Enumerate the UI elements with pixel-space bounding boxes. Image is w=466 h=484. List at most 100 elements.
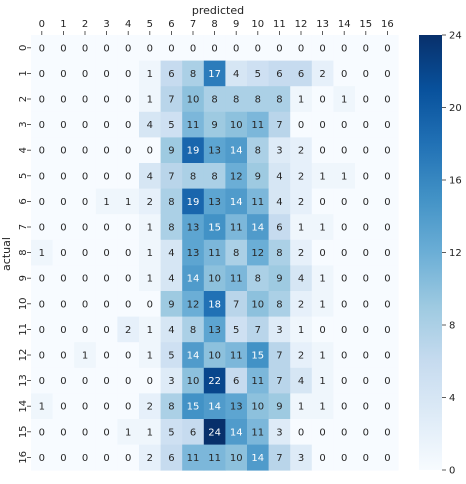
cell-value-label: 10 (208, 274, 221, 285)
cell-value-label: 0 (341, 376, 347, 387)
heatmap-cell (74, 367, 97, 394)
heatmap-cell (203, 239, 226, 266)
cell-value-label: 7 (276, 120, 282, 131)
y-tick-label: 9 (18, 275, 29, 281)
heatmap-cell (311, 393, 334, 420)
heatmap-cell (203, 265, 226, 292)
cell-value-label: 0 (363, 376, 369, 387)
cell-value-label: 8 (190, 171, 196, 182)
heatmap-cell (376, 367, 399, 394)
cell-value-label: 0 (319, 43, 325, 54)
heatmap-cell (376, 291, 399, 317)
cell-value-label: 7 (276, 376, 282, 387)
heatmap-cell (376, 214, 399, 241)
heatmap-cell (311, 444, 334, 471)
cell-value-label: 0 (363, 95, 369, 106)
heatmap-cell (355, 265, 377, 292)
heatmap-cell (139, 60, 161, 87)
cell-value-label: 0 (125, 376, 131, 387)
cell-value-label: 8 (190, 325, 196, 336)
heatmap-cell (203, 188, 226, 215)
heatmap-cell (139, 239, 161, 266)
heatmap-cell (74, 393, 97, 420)
y-tick-label: 5 (18, 173, 29, 179)
heatmap-cell (160, 342, 183, 369)
cell-value-label: 0 (39, 299, 45, 310)
heatmap-cell (225, 86, 248, 113)
heatmap-cell (268, 393, 291, 420)
heatmap-cell (290, 214, 313, 241)
heatmap-cell (225, 188, 248, 215)
heatmap-cell (376, 342, 399, 369)
heatmap-cell (290, 444, 313, 471)
x-tick-label: 3 (103, 19, 109, 30)
heatmap-cell (225, 265, 248, 292)
heatmap-cell (139, 316, 161, 343)
cell-value-label: 0 (384, 223, 390, 234)
heatmap-cell (31, 419, 53, 445)
heatmap-cell (247, 163, 269, 189)
cell-value-label: 0 (125, 43, 131, 54)
cell-value-label: 0 (384, 248, 390, 259)
heatmap-cell (95, 239, 118, 266)
heatmap-cell (290, 316, 313, 343)
heatmap-cell (225, 111, 248, 138)
heatmap-cell (31, 291, 53, 317)
cell-value-label: 13 (208, 146, 221, 157)
heatmap-cell (182, 342, 205, 369)
cell-value-label: 1 (319, 351, 325, 362)
heatmap-cell (182, 291, 205, 317)
cell-value-label: 11 (230, 223, 243, 234)
cell-value-label: 0 (125, 274, 131, 285)
cell-value-label: 11 (208, 248, 221, 259)
cell-value-label: 0 (60, 197, 66, 208)
heatmap-cell (311, 111, 334, 138)
cell-value-label: 0 (82, 299, 88, 310)
heatmap-cell (117, 188, 140, 215)
heatmap-cell (31, 265, 53, 292)
heatmap-cell (95, 393, 118, 420)
heatmap-cell (95, 367, 118, 394)
heatmap-cell (376, 60, 399, 87)
cell-value-label: 0 (363, 223, 369, 234)
heatmap-cell (311, 316, 334, 343)
cell-value-label: 0 (341, 69, 347, 80)
heatmap-cell (74, 444, 97, 471)
cell-value-label: 7 (276, 351, 282, 362)
cell-value-label: 0 (39, 427, 45, 438)
y-tick-label: 10 (18, 297, 29, 310)
cell-value-label: 8 (255, 274, 261, 285)
heatmap-cell (160, 137, 183, 164)
heatmap-cell (355, 60, 377, 87)
heatmap-cell (139, 163, 161, 189)
heatmap-cell (355, 291, 377, 317)
cell-value-label: 0 (125, 223, 131, 234)
heatmap-cell (333, 163, 356, 189)
cell-value-label: 4 (298, 376, 304, 387)
heatmap-cell (376, 444, 399, 471)
cell-value-label: 1 (319, 402, 325, 413)
cell-value-label: 1 (147, 223, 153, 234)
cell-value-label: 0 (319, 120, 325, 131)
cell-value-label: 24 (208, 427, 221, 438)
heatmap-cell (247, 35, 269, 61)
cell-value-label: 1 (341, 171, 347, 182)
cell-value-label: 0 (384, 299, 390, 310)
cell-value-label: 0 (60, 453, 66, 464)
cell-value-label: 0 (82, 453, 88, 464)
heatmap-cell (117, 342, 140, 369)
heatmap-cell (160, 419, 183, 445)
cell-value-label: 0 (147, 299, 153, 310)
heatmap-cell (268, 265, 291, 292)
heatmap-cell (268, 86, 291, 113)
heatmap-cell (139, 419, 161, 445)
cell-value-label: 1 (82, 351, 88, 362)
colorbar-tick-label: 0 (449, 466, 455, 477)
cell-value-label: 0 (363, 351, 369, 362)
cell-value-label: 0 (363, 274, 369, 285)
cell-value-label: 0 (384, 376, 390, 387)
cell-value-label: 22 (208, 376, 221, 387)
cell-value-label: 0 (341, 299, 347, 310)
cell-value-label: 8 (276, 95, 282, 106)
cell-value-label: 8 (168, 197, 174, 208)
